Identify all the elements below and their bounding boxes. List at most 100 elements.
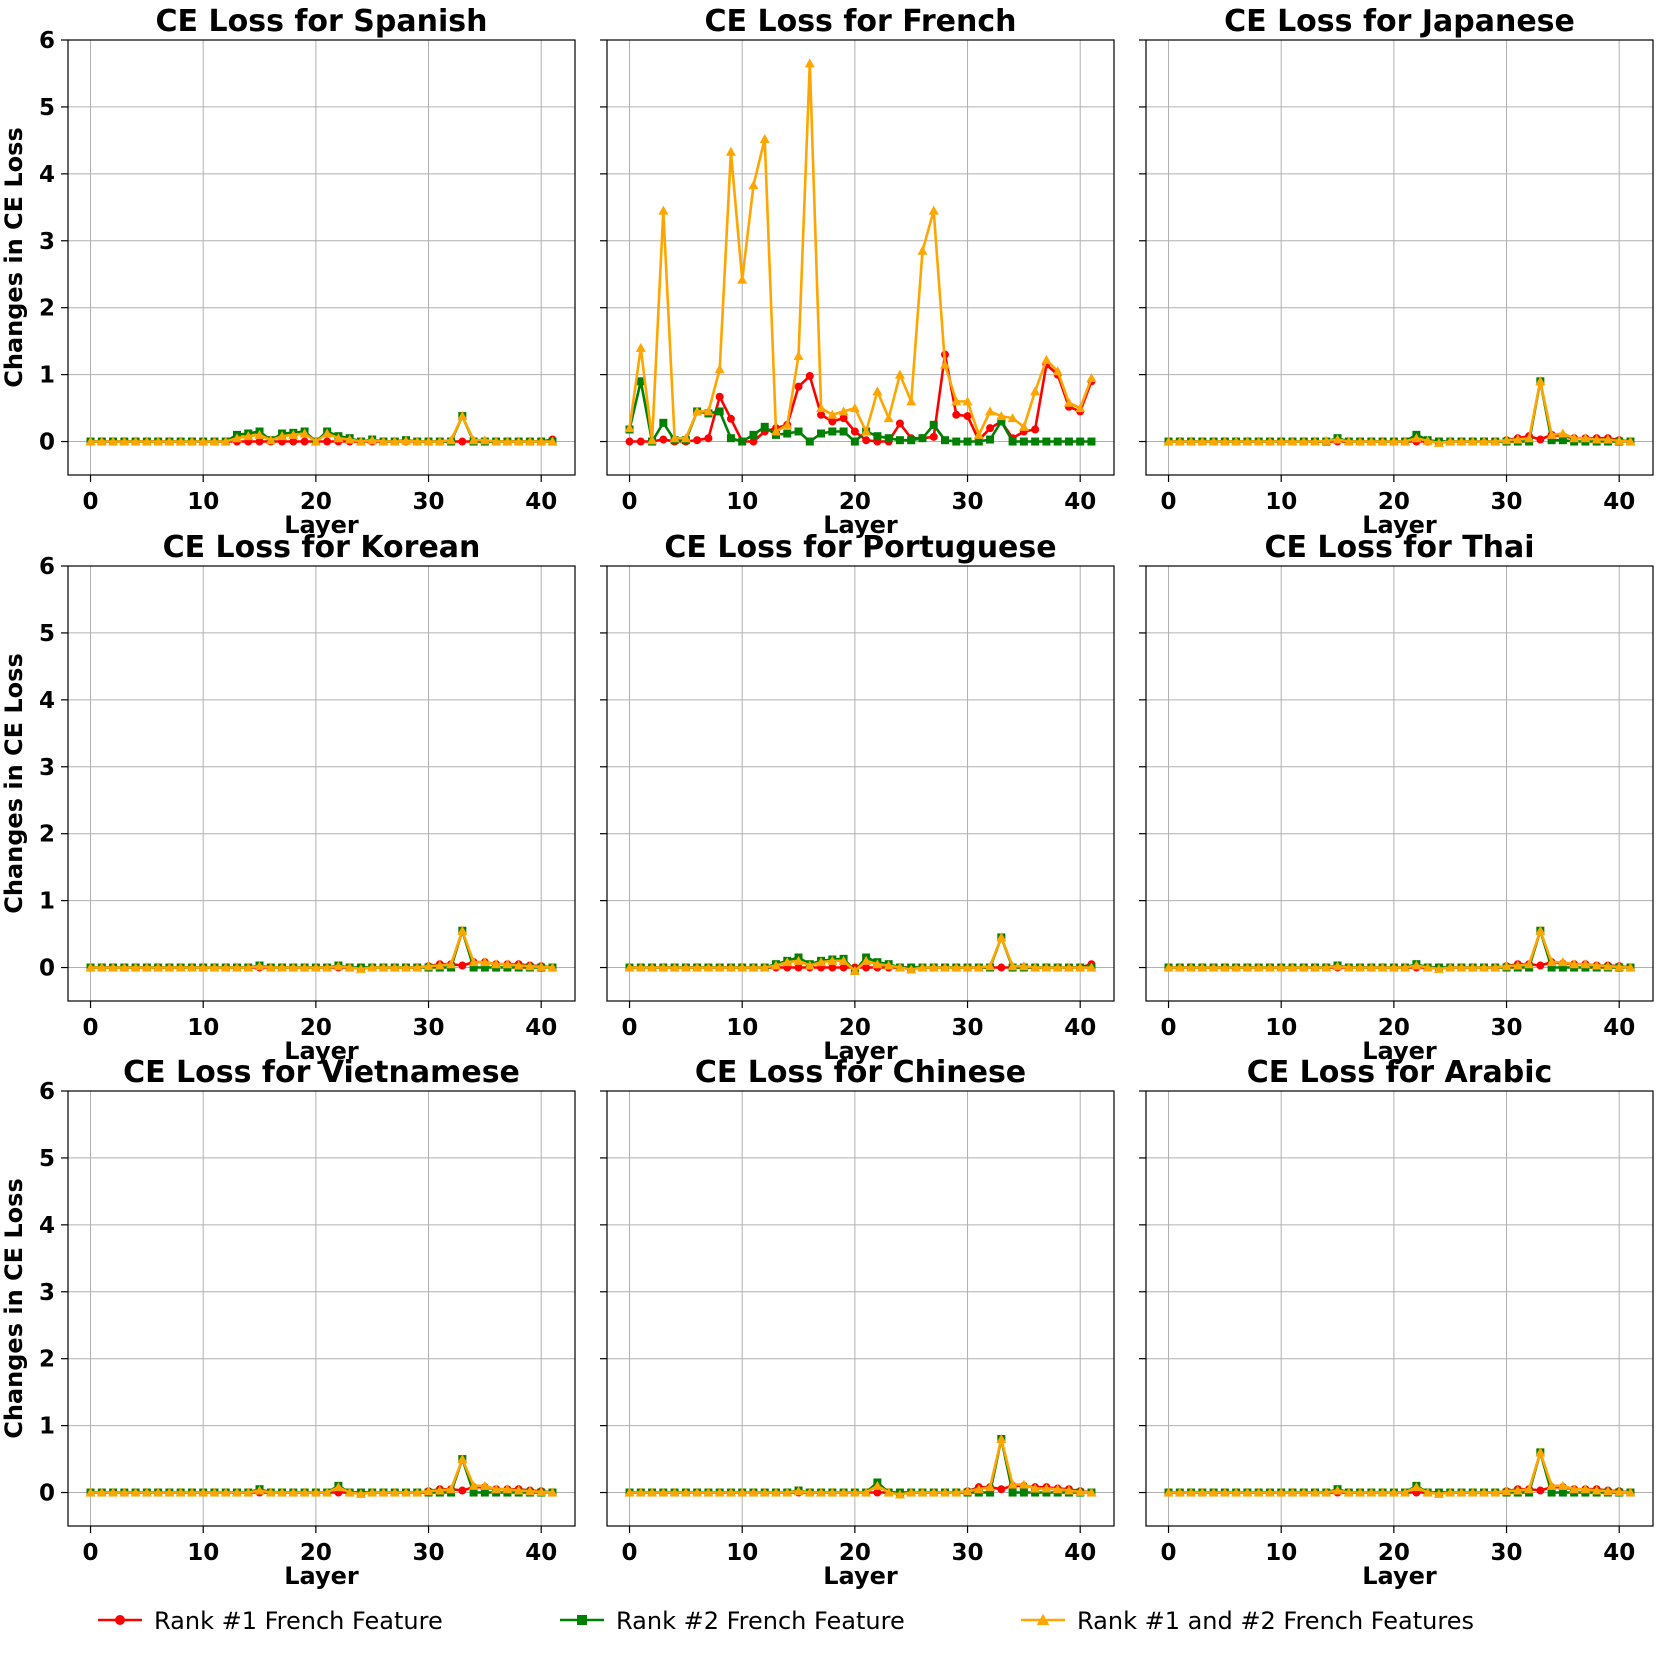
data-point [423, 961, 434, 971]
data-point [749, 430, 758, 439]
x-tick-label: 40 [1603, 489, 1635, 515]
data-point [1558, 436, 1567, 445]
data-point [1512, 434, 1523, 444]
data-point [1298, 962, 1309, 972]
data-point [1063, 397, 1074, 407]
data-point [985, 1482, 996, 1492]
data-point [1614, 435, 1625, 445]
data-point [220, 436, 231, 446]
data-point [1614, 1486, 1625, 1496]
x-tick-label: 0 [622, 1015, 638, 1041]
data-point [232, 433, 242, 443]
data-point [423, 436, 434, 446]
data-point [1007, 1479, 1018, 1489]
data-point [1456, 962, 1467, 972]
data-point [355, 436, 366, 446]
data-point [794, 963, 803, 972]
data-point [738, 437, 747, 446]
data-point [693, 436, 702, 445]
panel-title: CE Loss for Portuguese [664, 530, 1056, 565]
data-point [658, 205, 669, 215]
data-point [985, 961, 996, 971]
data-point [929, 432, 938, 441]
data-point [1343, 1487, 1354, 1497]
data-point [861, 1487, 872, 1497]
data-point [333, 1482, 344, 1492]
data-point [1524, 433, 1535, 443]
data-point [1042, 437, 1051, 446]
data-point [1479, 1487, 1489, 1497]
x-tick-label: 20 [1378, 1540, 1410, 1566]
data-point [1377, 436, 1388, 446]
data-point [96, 436, 107, 446]
y-axis-label: Changes in CE Loss [0, 653, 28, 913]
data-point [378, 436, 389, 446]
x-tick-label: 10 [1265, 1540, 1297, 1566]
data-point [524, 961, 535, 971]
x-tick-label: 20 [839, 1015, 871, 1041]
data-point [1041, 962, 1052, 972]
data-point [759, 962, 770, 972]
data-point [838, 1487, 849, 1497]
series-triangle [85, 925, 558, 973]
data-point [108, 962, 119, 972]
data-point [1388, 436, 1399, 446]
data-point [715, 392, 724, 401]
data-point [1490, 1487, 1501, 1497]
data-point [894, 369, 905, 379]
data-point [940, 359, 950, 369]
data-point [817, 429, 826, 438]
data-point [1501, 435, 1512, 445]
data-point [1019, 1488, 1028, 1497]
data-point [941, 436, 949, 445]
data-point [524, 436, 535, 446]
series-triangle [624, 58, 1097, 445]
data-point [850, 437, 859, 446]
legend-label: Rank #1 and #2 French Features [1077, 1607, 1474, 1635]
data-point [1569, 1484, 1580, 1494]
data-point [502, 959, 513, 969]
data-point [141, 1487, 152, 1497]
data-point [130, 962, 141, 972]
data-point [1253, 436, 1264, 446]
data-point [1547, 436, 1556, 445]
data-point [344, 434, 355, 444]
data-point [198, 962, 209, 972]
legend-marker [115, 1615, 125, 1625]
data-point [1479, 436, 1489, 446]
data-point [816, 957, 827, 967]
data-point [726, 414, 735, 423]
data-point [355, 963, 366, 973]
data-point [1411, 960, 1422, 970]
axes-frame [67, 39, 576, 476]
data-point [468, 435, 479, 445]
x-tick-label: 30 [952, 489, 984, 515]
data-point [141, 436, 152, 446]
data-point [849, 403, 860, 413]
data-point [636, 377, 645, 386]
data-point [974, 437, 983, 446]
x-axis-label: Layer [284, 511, 359, 539]
data-point [1433, 963, 1444, 973]
data-point [828, 963, 837, 972]
data-point [624, 962, 635, 972]
axes-frame [1145, 565, 1654, 1002]
data-point [658, 1487, 669, 1497]
y-tick-label: 0 [39, 1481, 55, 1507]
data-point [985, 406, 996, 416]
data-point [1242, 436, 1253, 446]
data-point [1031, 1488, 1040, 1497]
y-tick-label: 5 [39, 1146, 55, 1172]
data-point [1456, 1487, 1467, 1497]
data-point [389, 1487, 400, 1497]
data-point [243, 431, 254, 441]
data-point [873, 432, 882, 441]
data-point [827, 1487, 838, 1497]
axes-frame [606, 39, 1115, 476]
data-point [873, 1488, 882, 1497]
data-point [1008, 1488, 1017, 1497]
data-point [952, 437, 961, 446]
data-point [1276, 1487, 1287, 1497]
data-point [1219, 1487, 1230, 1497]
data-point [186, 1487, 197, 1497]
